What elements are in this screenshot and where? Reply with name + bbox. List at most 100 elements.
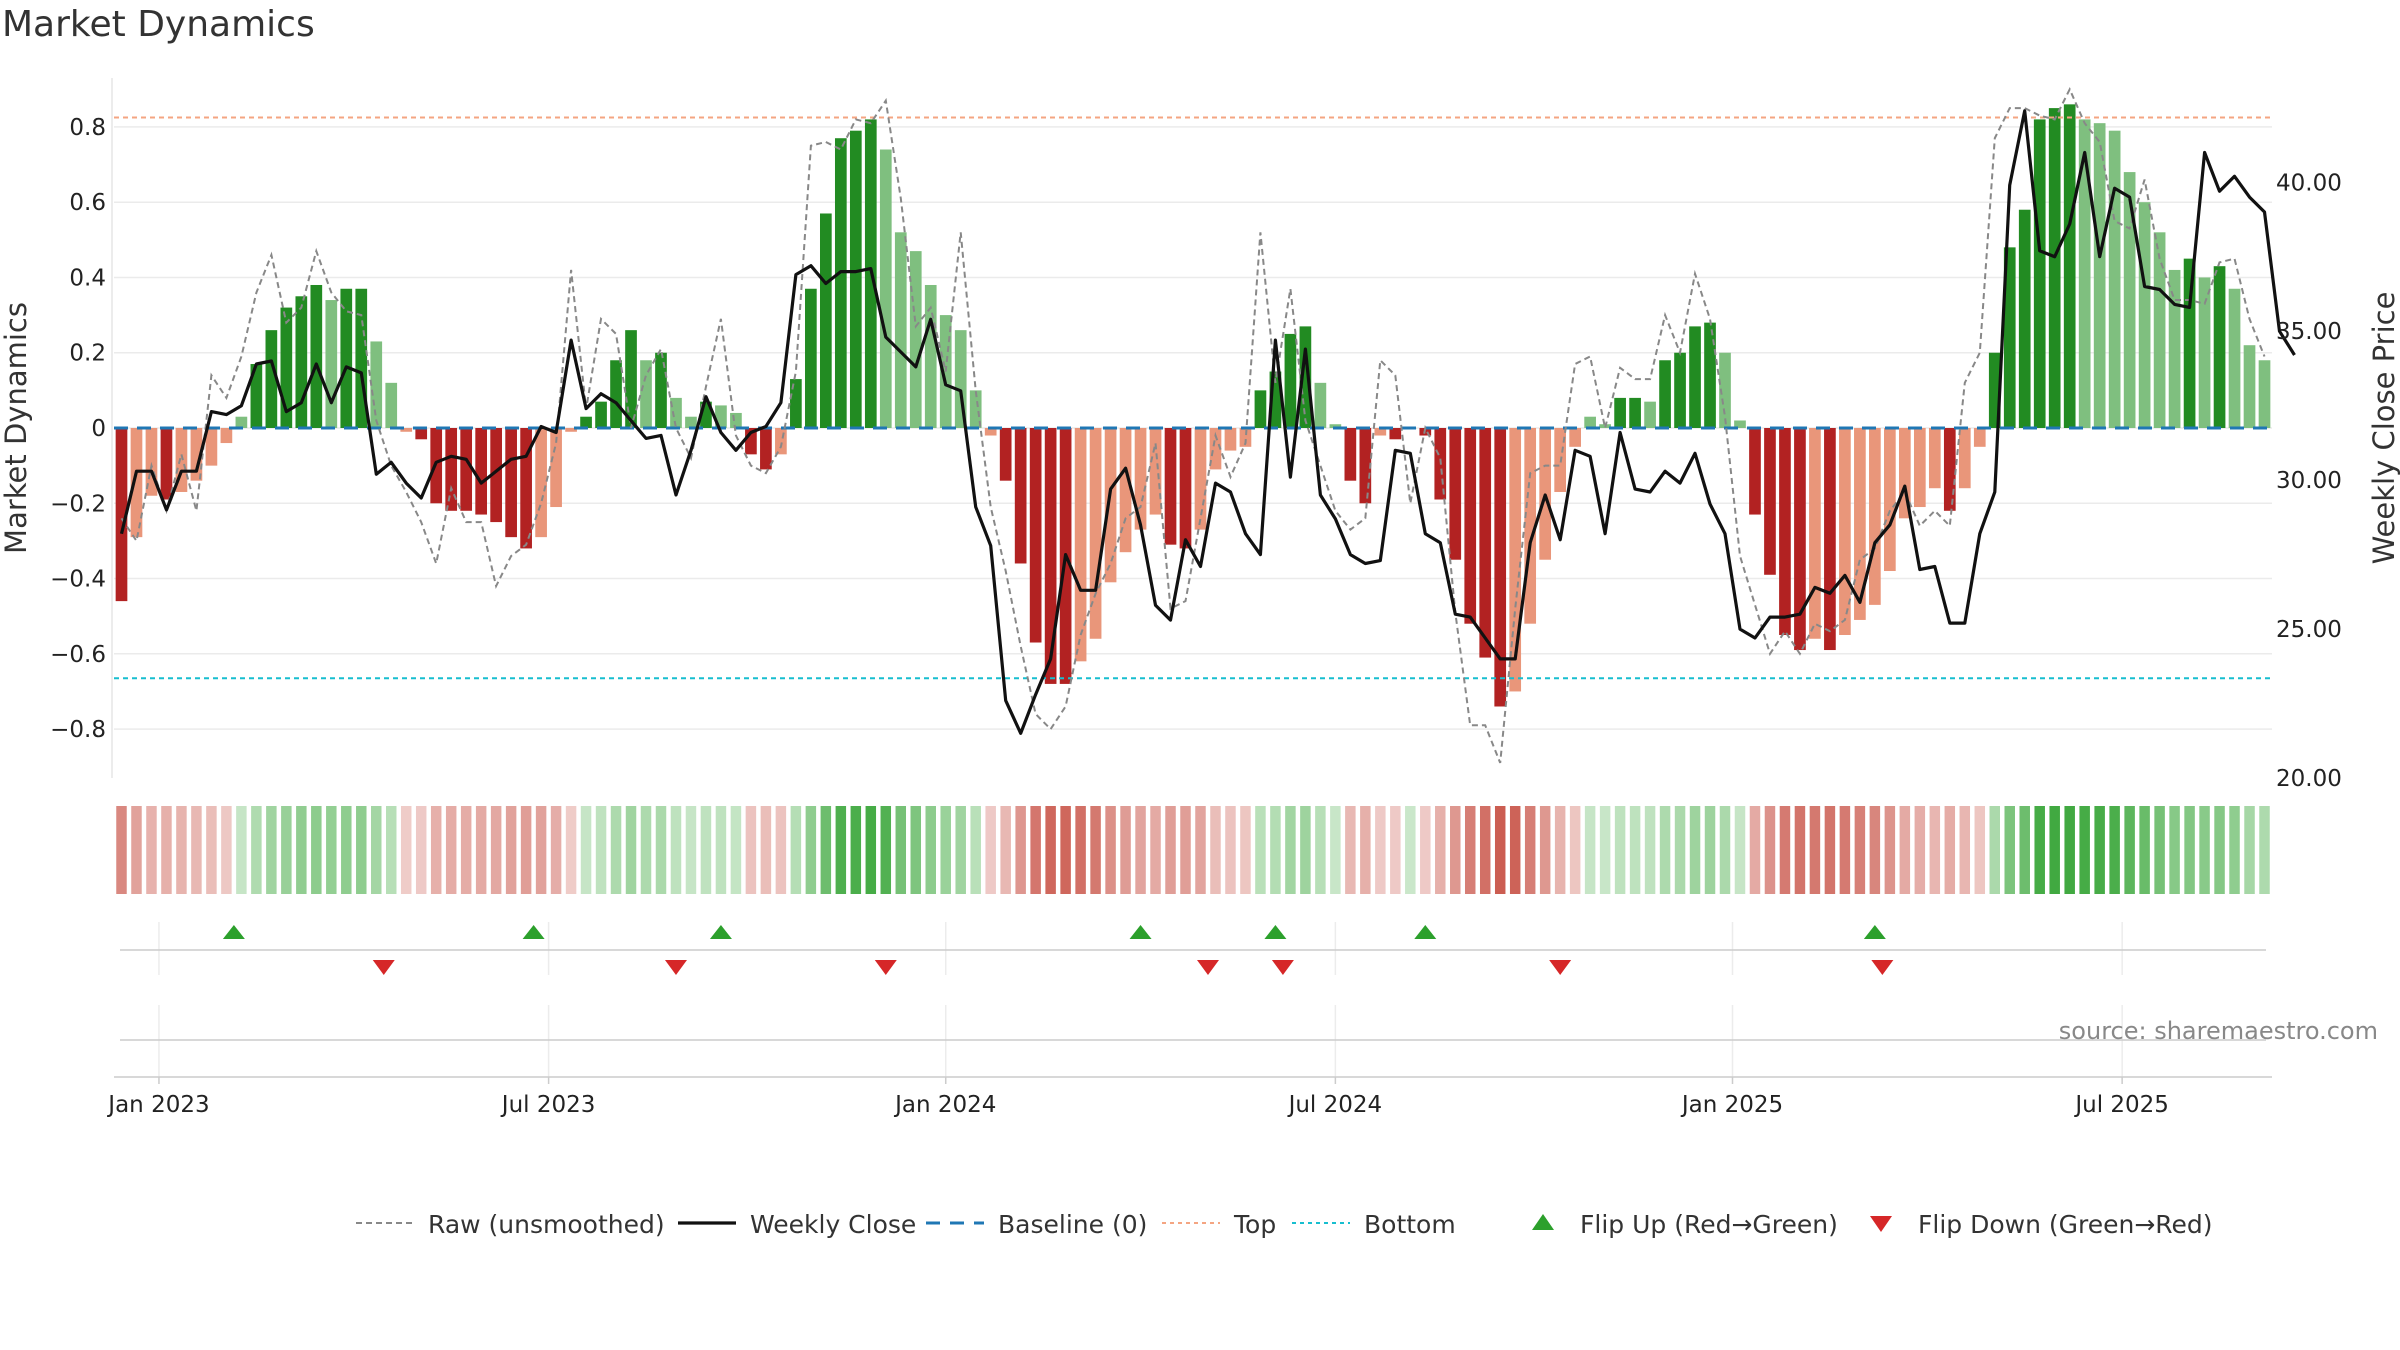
- regime-cell: [1914, 806, 1926, 894]
- dynamics-bar: [1913, 428, 1926, 508]
- regime-strip: [116, 806, 2270, 894]
- regime-cell: [1015, 806, 1026, 894]
- regime-cell: [1060, 806, 1071, 894]
- flip-down-marker: [1871, 960, 1894, 975]
- left-tick-label: −0.6: [50, 642, 106, 668]
- dynamics-bar: [1254, 390, 1267, 428]
- legend-swatch-flip-up: [1532, 1214, 1554, 1230]
- regime-cell: [895, 806, 907, 894]
- regime-cell: [1899, 806, 1911, 894]
- dynamics-bar: [2018, 209, 2031, 428]
- dynamics-bar: [1734, 420, 1746, 428]
- regime-cell: [685, 806, 697, 894]
- legend-item: Top: [1162, 1210, 1276, 1239]
- dynamics-bar: [1749, 428, 1761, 515]
- x-axis: Jan 2023 Jul 2023 Jan 2024 Jul 2024 Jan 2025…: [106, 1077, 2169, 1118]
- dynamics-bar: [1194, 428, 1207, 530]
- dynamics-bar: [325, 300, 338, 428]
- regime-cell: [1659, 806, 1671, 894]
- weekly-close-line: [119, 109, 2296, 735]
- regime-cell: [880, 806, 892, 894]
- dynamics-bar: [1014, 428, 1027, 564]
- dynamics-bar: [670, 397, 682, 428]
- regime-cell: [1494, 806, 1506, 894]
- regime-cell: [1464, 806, 1476, 894]
- regime-cell: [2214, 806, 2225, 894]
- page-title: Market Dynamics: [2, 4, 315, 45]
- regime-cell: [2064, 806, 2075, 894]
- regime-cell: [715, 806, 727, 894]
- regime-cell: [1959, 806, 1971, 894]
- regime-cell: [2244, 806, 2255, 894]
- grid-lines: [111, 78, 2272, 1078]
- regime-cell: [1225, 806, 1236, 894]
- right-axis-title: Weekly Close Price: [2367, 292, 2400, 565]
- regime-cell: [1569, 806, 1581, 894]
- regime-cell: [311, 806, 322, 894]
- regime-cell: [356, 806, 367, 894]
- dynamics-bar: [1854, 428, 1866, 620]
- dynamics-bar: [580, 416, 592, 428]
- regime-cell: [1120, 806, 1131, 894]
- x-tick-label: Jul 2024: [1287, 1092, 1383, 1118]
- regime-cell: [1030, 806, 1041, 894]
- dynamics-bar: [1044, 428, 1057, 684]
- dynamics-bar: [505, 428, 517, 538]
- regime-cell: [790, 806, 802, 894]
- dynamics-bar: [355, 288, 368, 428]
- dynamics-bar: [1179, 428, 1192, 549]
- dynamics-bar: [2033, 119, 2046, 428]
- dynamics-bar: [2198, 277, 2211, 428]
- dynamics-bar: [2123, 172, 2136, 428]
- regime-cell: [1524, 806, 1536, 894]
- regime-cell: [700, 806, 712, 894]
- regime-cell: [445, 806, 457, 894]
- regime-cell: [341, 806, 352, 894]
- x-tick-label: Jan 2024: [893, 1092, 996, 1118]
- right-tick-label: 30.00: [2276, 468, 2342, 494]
- regime-cell: [1929, 806, 1941, 894]
- dynamics-bar: [220, 428, 233, 444]
- regime-cell: [640, 806, 652, 894]
- dynamics-bar: [280, 307, 293, 428]
- regime-cell: [385, 806, 397, 894]
- legend-label: Flip Up (Red→Green): [1580, 1210, 1838, 1239]
- source-label: source: sharemaestro.com: [2059, 1017, 2378, 1045]
- regime-cell: [850, 806, 862, 894]
- regime-cell: [1584, 806, 1596, 894]
- legend: Raw (unsmoothed) Weekly Close Baseline (0)…: [356, 1210, 2213, 1239]
- regime-cell: [670, 806, 682, 894]
- flip-down-marker: [372, 960, 395, 975]
- dynamics-bar: [1898, 428, 1911, 519]
- regime-cell: [1075, 806, 1086, 894]
- dynamics-bar: [700, 401, 712, 428]
- dynamics-bar: [595, 401, 607, 428]
- dynamics-bar: [175, 428, 188, 492]
- regime-cell: [1854, 806, 1866, 894]
- dynamics-bar: [849, 130, 862, 428]
- dynamics-bar: [250, 364, 263, 428]
- dynamics-bar: [550, 428, 562, 508]
- dynamics-bar: [1704, 322, 1716, 428]
- right-tick-label: 35.00: [2276, 319, 2342, 345]
- regime-cell: [2019, 806, 2030, 894]
- legend-item: Flip Down (Green→Red): [1870, 1210, 2213, 1239]
- dynamics-bar: [400, 428, 413, 432]
- regime-cell: [1420, 806, 1431, 894]
- series-lines: [119, 86, 2296, 764]
- flip-up-marker: [709, 925, 732, 939]
- dynamics-bar: [879, 149, 892, 428]
- left-tick-label: −0.4: [50, 567, 106, 593]
- dynamics-bar: [819, 213, 832, 428]
- flip-down-marker: [1196, 960, 1219, 975]
- regime-cell: [2154, 806, 2165, 894]
- regime-cell: [1794, 806, 1806, 894]
- regime-cell: [1689, 806, 1701, 894]
- dynamics-bar: [1089, 428, 1102, 639]
- dynamics-bar: [2228, 288, 2241, 428]
- dynamics-bar: [2168, 269, 2181, 428]
- dynamics-bar: [1164, 428, 1177, 545]
- right-tick-label: 40.00: [2276, 170, 2342, 196]
- dynamics-bar: [415, 428, 428, 440]
